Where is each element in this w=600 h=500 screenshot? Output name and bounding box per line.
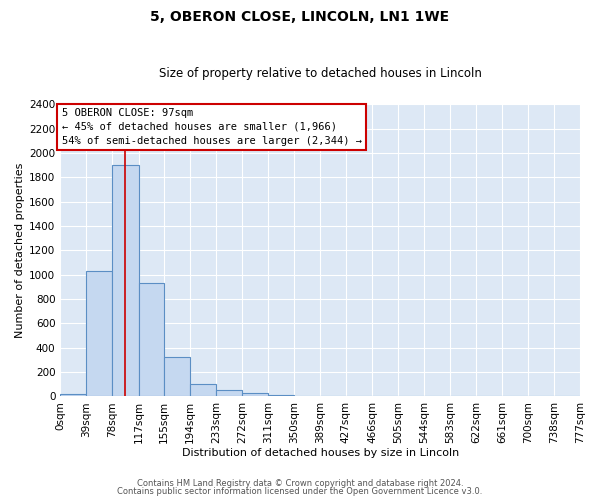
Bar: [190, 384, 216, 396]
Bar: [242, 392, 268, 396]
Bar: [268, 394, 295, 396]
Bar: [86, 271, 112, 396]
Bar: [216, 390, 242, 396]
Bar: [164, 358, 190, 397]
Text: Contains public sector information licensed under the Open Government Licence v3: Contains public sector information licen…: [118, 487, 482, 496]
Text: 5 OBERON CLOSE: 97sqm
← 45% of detached houses are smaller (1,966)
54% of semi-d: 5 OBERON CLOSE: 97sqm ← 45% of detached …: [62, 108, 362, 146]
Bar: [60, 394, 86, 396]
Text: 5, OBERON CLOSE, LINCOLN, LN1 1WE: 5, OBERON CLOSE, LINCOLN, LN1 1WE: [151, 10, 449, 24]
Bar: [139, 283, 164, 397]
Bar: [112, 165, 139, 396]
Title: Size of property relative to detached houses in Lincoln: Size of property relative to detached ho…: [159, 66, 482, 80]
Y-axis label: Number of detached properties: Number of detached properties: [15, 162, 25, 338]
Text: Contains HM Land Registry data © Crown copyright and database right 2024.: Contains HM Land Registry data © Crown c…: [137, 478, 463, 488]
X-axis label: Distribution of detached houses by size in Lincoln: Distribution of detached houses by size …: [182, 448, 459, 458]
